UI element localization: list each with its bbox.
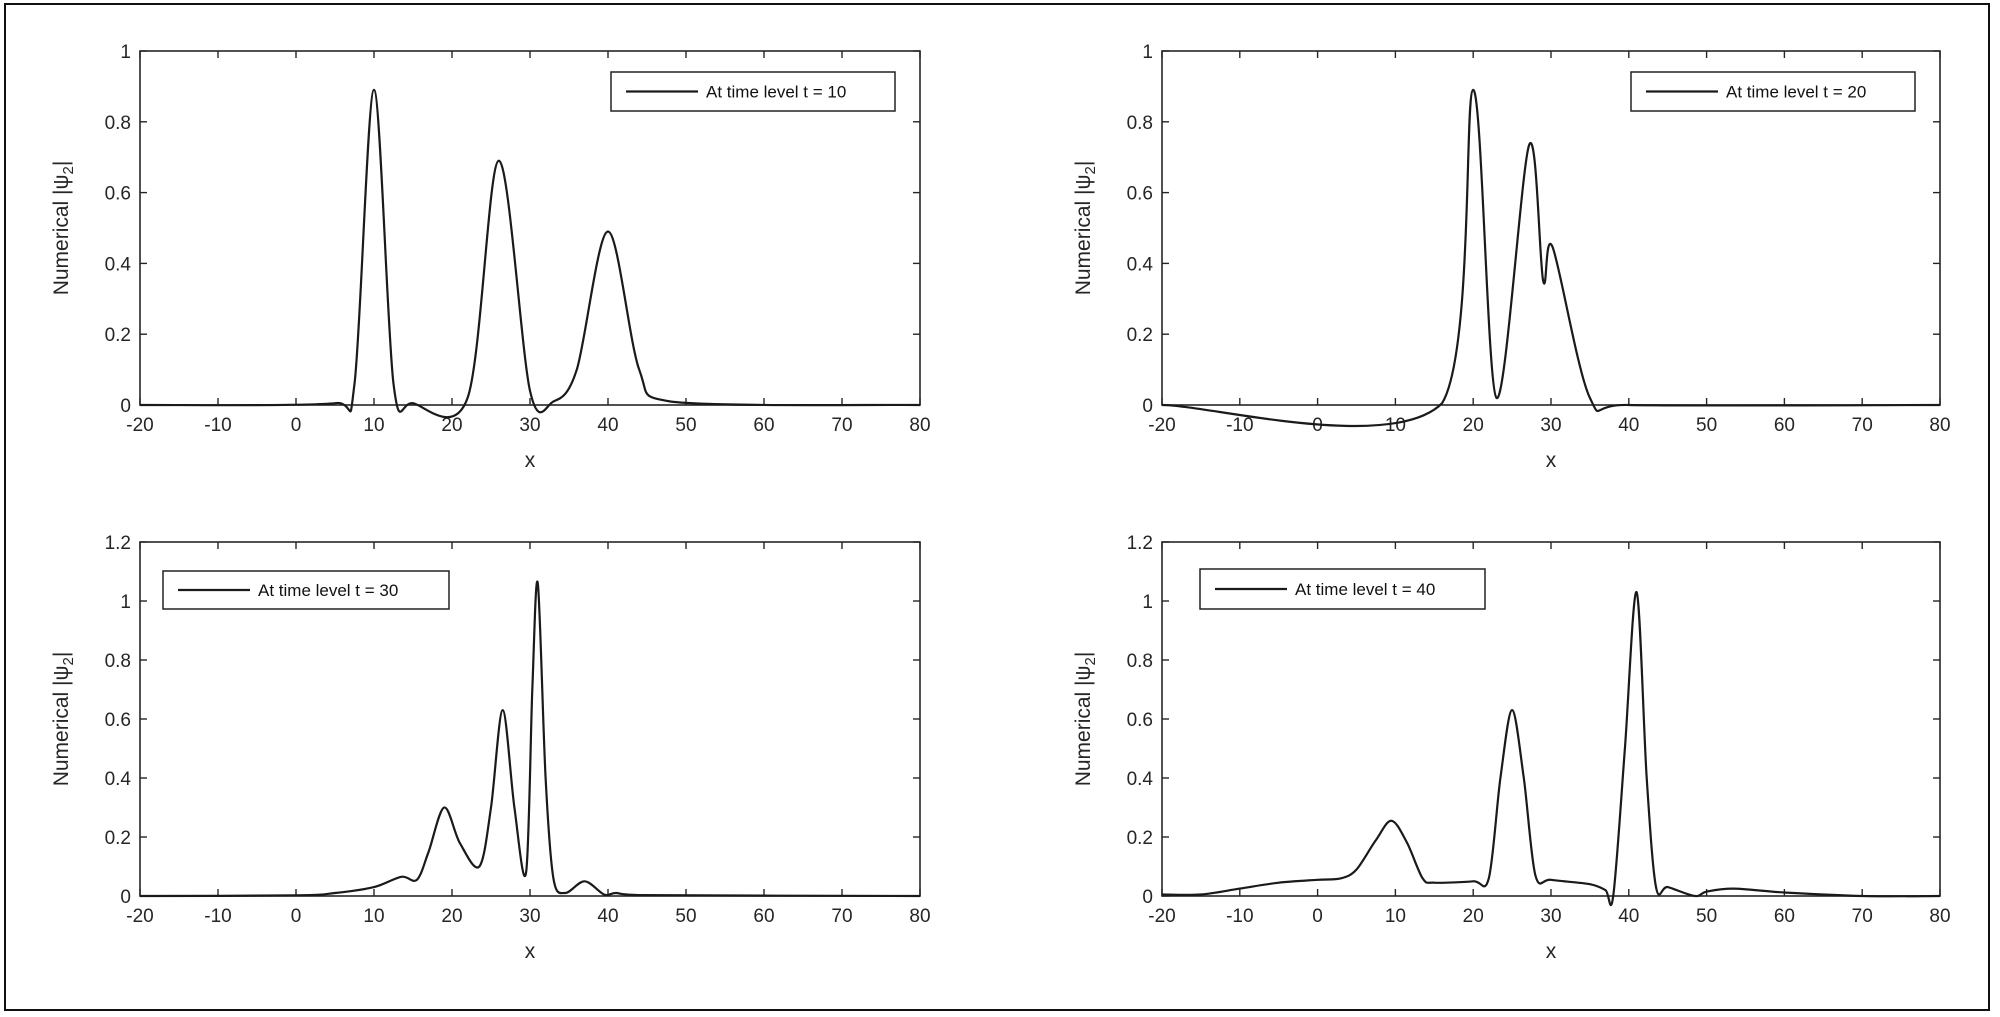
y-tick-label: 0.6: [1127, 710, 1153, 731]
y-tick-label: 0.2: [105, 325, 131, 346]
x-tick-label: 50: [1696, 906, 1717, 927]
y-tick-label: 0.6: [105, 184, 131, 205]
x-axis-label: x: [1546, 940, 1557, 963]
x-tick-label: -20: [126, 415, 153, 436]
x-tick-label: 30: [519, 415, 540, 436]
y-tick-label: 1: [1142, 592, 1153, 613]
x-tick-label: -20: [1148, 906, 1175, 927]
x-tick-label: 70: [831, 906, 852, 927]
curve-t10: [139, 88, 921, 419]
x-axis-label: x: [525, 449, 536, 472]
x-tick-label: 20: [1463, 415, 1484, 436]
y-tick-label: 0.2: [1127, 828, 1153, 849]
x-tick-label: -10: [1226, 906, 1253, 927]
x-axis-label: x: [525, 940, 536, 963]
curve-t30: [139, 580, 921, 898]
x-tick-label: 70: [831, 415, 852, 436]
subplot-t10: -20 -10 0 10 20 30 40 50 60 70 80 0 0.2 0.4 0.6 0.8 1 At…: [50, 42, 931, 472]
y-tick-label: 0: [1142, 887, 1153, 908]
y-tick-label: 0: [120, 396, 131, 417]
x-tick-label: 30: [519, 906, 540, 927]
x-tick-label: 80: [909, 906, 930, 927]
legend-label: At time level t = 30: [258, 581, 398, 600]
y-tick-label: 0.2: [105, 828, 131, 849]
y-tick-label: 0: [120, 887, 131, 908]
y-tick-label: 0.2: [1127, 325, 1153, 346]
y-tick-label: 1: [120, 592, 131, 613]
y-axis-label: Numerical |ψ2|: [1072, 161, 1099, 296]
curve-t40: [1161, 590, 1941, 907]
legend: At time level t = 40: [1199, 568, 1486, 610]
y-tick-label: 1.2: [1127, 533, 1153, 554]
x-tick-label: -10: [204, 415, 231, 436]
y-tick-label: 0.8: [1127, 113, 1153, 134]
x-tick-label: 10: [1385, 906, 1406, 927]
x-tick-label: 0: [291, 906, 302, 927]
y-axis-label: Numerical |ψ2|: [50, 652, 77, 787]
legend-label: At time level t = 40: [1295, 580, 1435, 599]
x-tick-label: -10: [1226, 415, 1253, 436]
x-tick-label: 50: [1696, 415, 1717, 436]
y-tick-label: 0.8: [1127, 651, 1153, 672]
y-tick-label: 0.4: [105, 254, 132, 275]
y-tick-label: 0.6: [1127, 184, 1153, 205]
y-tick-label: 0.8: [105, 113, 131, 134]
x-tick-label: -20: [126, 906, 153, 927]
y-tick-label: 1: [120, 42, 131, 63]
y-tick-label: 0.4: [1127, 769, 1154, 790]
legend-label: At time level t = 20: [1726, 83, 1866, 102]
y-tick-label: 1.2: [105, 533, 131, 554]
figure-frame: [4, 3, 1990, 1011]
y-tick-label: 0.8: [105, 651, 131, 672]
x-tick-label: 10: [1385, 415, 1406, 436]
x-tick-label: 80: [1929, 415, 1950, 436]
x-tick-label: 0: [291, 415, 302, 436]
x-tick-label: 20: [1463, 906, 1484, 927]
x-tick-label: 40: [597, 415, 618, 436]
x-tick-label: 40: [597, 906, 618, 927]
x-tick-label: 20: [441, 906, 462, 927]
legend: At time level t = 20: [1630, 71, 1916, 112]
curve-t20: [1161, 88, 1941, 428]
x-tick-label: 10: [363, 415, 384, 436]
legend-label: At time level t = 10: [706, 83, 846, 102]
subplot-t30: -20 -10 0 10 20 30 40 50 60 70 80 0 0.2 0.4 0.6 0.8 1 1.2…: [50, 533, 931, 963]
x-tick-label: 70: [1852, 906, 1873, 927]
y-axis-label: Numerical |ψ2|: [1072, 652, 1099, 787]
x-tick-label: 30: [1540, 415, 1561, 436]
y-tick-label: 0.4: [1127, 254, 1154, 275]
y-tick-label: 1: [1142, 42, 1153, 63]
x-tick-label: 80: [909, 415, 930, 436]
x-tick-label: -10: [204, 906, 231, 927]
x-tick-label: -20: [1148, 415, 1175, 436]
y-axis-label: Numerical |ψ2|: [50, 161, 77, 296]
x-tick-label: 50: [675, 906, 696, 927]
x-tick-label: 30: [1540, 906, 1561, 927]
x-tick-label: 60: [1774, 415, 1795, 436]
legend: At time level t = 30: [162, 570, 450, 610]
x-tick-label: 60: [753, 415, 774, 436]
legend: At time level t = 10: [610, 71, 896, 112]
x-tick-label: 40: [1618, 906, 1639, 927]
x-axis-label: x: [1546, 449, 1557, 472]
x-tick-label: 40: [1618, 415, 1639, 436]
x-tick-label: 20: [441, 415, 462, 436]
x-tick-label: 0: [1312, 906, 1323, 927]
x-tick-label: 10: [363, 906, 384, 927]
y-tick-label: 0.4: [105, 769, 132, 790]
x-tick-label: 50: [675, 415, 696, 436]
y-tick-label: 0: [1142, 396, 1153, 417]
x-tick-label: 60: [1774, 906, 1795, 927]
x-tick-label: 60: [753, 906, 774, 927]
x-tick-label: 80: [1929, 906, 1950, 927]
x-tick-label: 70: [1852, 415, 1873, 436]
subplot-t40: -20 -10 0 10 20 30 40 50 60 70 80 0 0.2 0.4 0.6 0.8 1 1.2…: [1072, 533, 1951, 963]
y-tick-label: 0.6: [105, 710, 131, 731]
